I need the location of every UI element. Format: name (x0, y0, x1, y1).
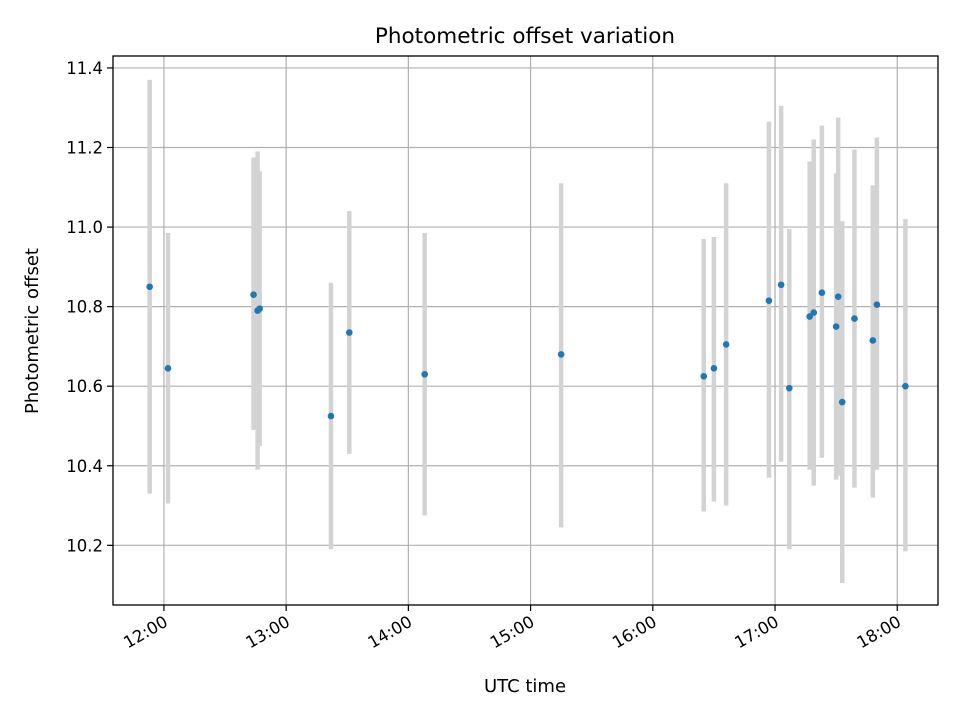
data-point (869, 337, 877, 344)
data-point (832, 323, 840, 330)
data-point (851, 315, 858, 322)
y-tick-label: 11.2 (66, 139, 103, 158)
x-axis-label: UTC time (484, 676, 566, 697)
data-point (810, 309, 818, 316)
data-point (250, 291, 257, 298)
data-point (345, 329, 353, 336)
y-tick-label: 11.0 (66, 218, 103, 237)
data-point (700, 372, 708, 380)
y-axis-label: Photometric offset (22, 248, 43, 414)
data-point (256, 305, 263, 312)
axes-frame (112, 55, 939, 606)
data-point (902, 382, 909, 390)
data-point (765, 297, 773, 304)
data-point (710, 364, 718, 372)
y-tick-label: 11.4 (66, 59, 103, 78)
y-tick-label: 10.8 (66, 298, 103, 317)
y-tick-label: 10.2 (66, 536, 103, 555)
data-point (722, 341, 730, 348)
data-point (164, 364, 172, 372)
data-point (557, 351, 565, 358)
y-tick-label: 10.6 (66, 377, 103, 396)
data-point (785, 384, 793, 392)
data-point (146, 283, 153, 291)
data-point (873, 301, 881, 308)
chart-title: Photometric offset variation (375, 24, 675, 49)
data-point (838, 398, 846, 406)
data-point (834, 293, 842, 300)
y-tick-label: 10.4 (66, 457, 103, 476)
data-point (421, 370, 428, 378)
data-point (806, 313, 813, 320)
data-point (777, 281, 785, 289)
data-point (818, 289, 826, 297)
data-point (327, 412, 335, 420)
